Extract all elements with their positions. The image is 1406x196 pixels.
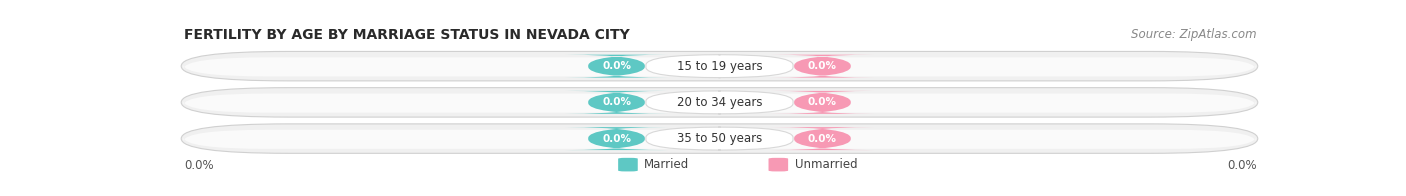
FancyBboxPatch shape bbox=[181, 124, 1258, 153]
FancyBboxPatch shape bbox=[565, 127, 668, 150]
Text: 0.0%: 0.0% bbox=[602, 61, 631, 71]
FancyBboxPatch shape bbox=[772, 127, 873, 150]
FancyBboxPatch shape bbox=[645, 55, 793, 78]
Text: 0.0%: 0.0% bbox=[184, 159, 214, 172]
Text: Source: ZipAtlas.com: Source: ZipAtlas.com bbox=[1130, 28, 1257, 41]
Text: 0.0%: 0.0% bbox=[808, 134, 837, 144]
Text: 20 to 34 years: 20 to 34 years bbox=[676, 96, 762, 109]
FancyBboxPatch shape bbox=[565, 55, 668, 78]
Text: 0.0%: 0.0% bbox=[602, 97, 631, 107]
FancyBboxPatch shape bbox=[645, 91, 793, 114]
FancyBboxPatch shape bbox=[645, 127, 793, 150]
FancyBboxPatch shape bbox=[619, 158, 638, 172]
FancyBboxPatch shape bbox=[181, 88, 1258, 117]
FancyBboxPatch shape bbox=[183, 130, 1256, 149]
Text: 15 to 19 years: 15 to 19 years bbox=[676, 60, 762, 73]
Text: 35 to 50 years: 35 to 50 years bbox=[676, 132, 762, 145]
Text: 0.0%: 0.0% bbox=[1227, 159, 1257, 172]
Text: Married: Married bbox=[644, 158, 689, 171]
Text: 0.0%: 0.0% bbox=[602, 134, 631, 144]
FancyBboxPatch shape bbox=[181, 51, 1258, 81]
FancyBboxPatch shape bbox=[183, 93, 1256, 113]
FancyBboxPatch shape bbox=[772, 55, 873, 78]
FancyBboxPatch shape bbox=[772, 91, 873, 114]
FancyBboxPatch shape bbox=[769, 158, 789, 172]
FancyBboxPatch shape bbox=[565, 91, 668, 114]
Text: Unmarried: Unmarried bbox=[794, 158, 858, 171]
Text: FERTILITY BY AGE BY MARRIAGE STATUS IN NEVADA CITY: FERTILITY BY AGE BY MARRIAGE STATUS IN N… bbox=[184, 28, 630, 42]
FancyBboxPatch shape bbox=[183, 57, 1256, 76]
Text: 0.0%: 0.0% bbox=[808, 97, 837, 107]
Text: 0.0%: 0.0% bbox=[808, 61, 837, 71]
